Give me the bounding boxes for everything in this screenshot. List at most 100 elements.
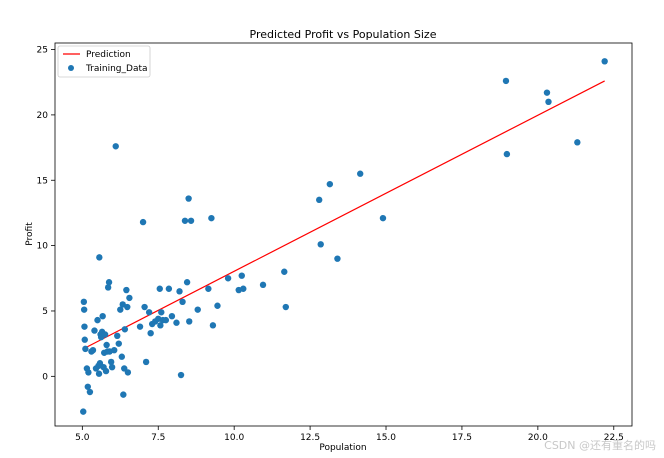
training-data-point [96, 254, 103, 261]
x-tick-label: 15.0 [376, 433, 396, 443]
training-data-point [107, 358, 115, 366]
training-data-point [503, 150, 511, 158]
y-tick-label: 0 [42, 372, 48, 382]
y-axis-label: Profit [25, 222, 35, 246]
training-data-point [214, 302, 221, 309]
training-data-point [194, 306, 201, 313]
training-data-point [316, 196, 323, 204]
training-data-point [224, 275, 232, 282]
training-data-point [168, 312, 176, 320]
training-data-point [105, 279, 113, 286]
training-data-point [101, 331, 109, 338]
training-data-point [357, 170, 364, 177]
training-data-point [156, 285, 163, 292]
training-data-point [114, 332, 121, 340]
prediction-line [82, 80, 605, 350]
training-data-point [259, 281, 267, 289]
training-data-point [94, 316, 101, 324]
training-data-point [141, 303, 148, 311]
training-data-point [543, 89, 551, 96]
training-data-point [117, 306, 124, 313]
training-data-point [158, 309, 165, 316]
training-data-point [601, 58, 608, 65]
training-data-point [91, 327, 98, 334]
legend: Prediction Training_Data [57, 45, 151, 78]
training-data-point [334, 255, 341, 262]
training-data-point [240, 285, 247, 292]
training-data-point [89, 346, 97, 354]
training-data-point [379, 214, 387, 222]
training-data-point [282, 303, 289, 311]
x-axis-label: Population [319, 443, 366, 453]
training-data-point [124, 303, 131, 311]
chart-title: Predicted Profit vs Population Size [250, 28, 437, 41]
training-data-point [205, 285, 212, 292]
training-data-point [136, 323, 144, 330]
x-tick-label: 12.5 [300, 433, 320, 443]
x-tick-label: 10.0 [224, 433, 244, 443]
training-data-point [84, 383, 91, 390]
training-data-point [124, 369, 132, 376]
training-data-point [185, 195, 192, 202]
plot-layer [80, 58, 608, 415]
training-data-point [85, 369, 92, 376]
training-data-point [187, 217, 195, 224]
legend-label-prediction: Prediction [86, 50, 131, 60]
training-data-point [142, 358, 150, 366]
x-tick-label: 17.5 [452, 433, 472, 443]
training-data-point [86, 388, 94, 396]
training-data-point [82, 345, 89, 353]
watermark-text: CSDN @还有重名的吗 [544, 438, 656, 452]
y-tick-label: 25 [37, 46, 48, 56]
training-data-point [80, 408, 87, 415]
training-data-point [126, 294, 133, 302]
training-data-point [186, 318, 193, 325]
training-data-point [157, 322, 164, 329]
training-data-point [317, 241, 324, 248]
training-data-point [176, 288, 183, 295]
legend-label-training-data: Training_Data [85, 64, 148, 74]
training-data-point [139, 218, 147, 226]
y-tick-label: 20 [37, 111, 49, 121]
training-data-point [574, 139, 581, 146]
training-data-point [80, 306, 88, 313]
y-tick-label: 10 [37, 242, 49, 252]
x-tick-label: 7.5 [151, 433, 165, 443]
training-data-point [165, 285, 173, 292]
training-data-point [177, 371, 185, 379]
training-data-point [121, 326, 129, 333]
training-data-point [545, 98, 552, 106]
training-data-point [238, 272, 245, 279]
training-data-point [162, 316, 170, 324]
y-tick-label: 5 [42, 307, 48, 317]
training-data-point [112, 143, 119, 150]
y-tick-label: 15 [37, 176, 48, 186]
training-data-point [99, 312, 106, 320]
legend-box [57, 45, 151, 78]
training-data-point [145, 309, 153, 316]
training-data-point [80, 298, 88, 306]
training-data-point [326, 180, 334, 188]
plot-area [54, 42, 633, 427]
training-data-point [502, 77, 510, 85]
training-data-point [147, 329, 154, 337]
y-axis: 0 5 10 15 20 25 [37, 46, 55, 382]
training-data-point [208, 214, 215, 222]
training-data-point [108, 363, 116, 371]
x-tick-label: 5.0 [75, 433, 90, 443]
x-tick-label: 22.5 [604, 433, 624, 443]
training-data-point [120, 391, 127, 398]
training-data-point [179, 298, 186, 306]
x-tick-label: 20.0 [528, 433, 548, 443]
training-data-point [209, 322, 217, 329]
training-data-point [118, 353, 126, 360]
legend-dot-swatch [68, 65, 74, 71]
training-data-point [81, 323, 88, 330]
training-data-point [123, 286, 130, 294]
training-data-point [81, 336, 88, 343]
training-data-point [281, 268, 288, 275]
training-data-point [183, 279, 191, 286]
training-data-point [95, 370, 103, 377]
training-data-point [173, 319, 180, 326]
